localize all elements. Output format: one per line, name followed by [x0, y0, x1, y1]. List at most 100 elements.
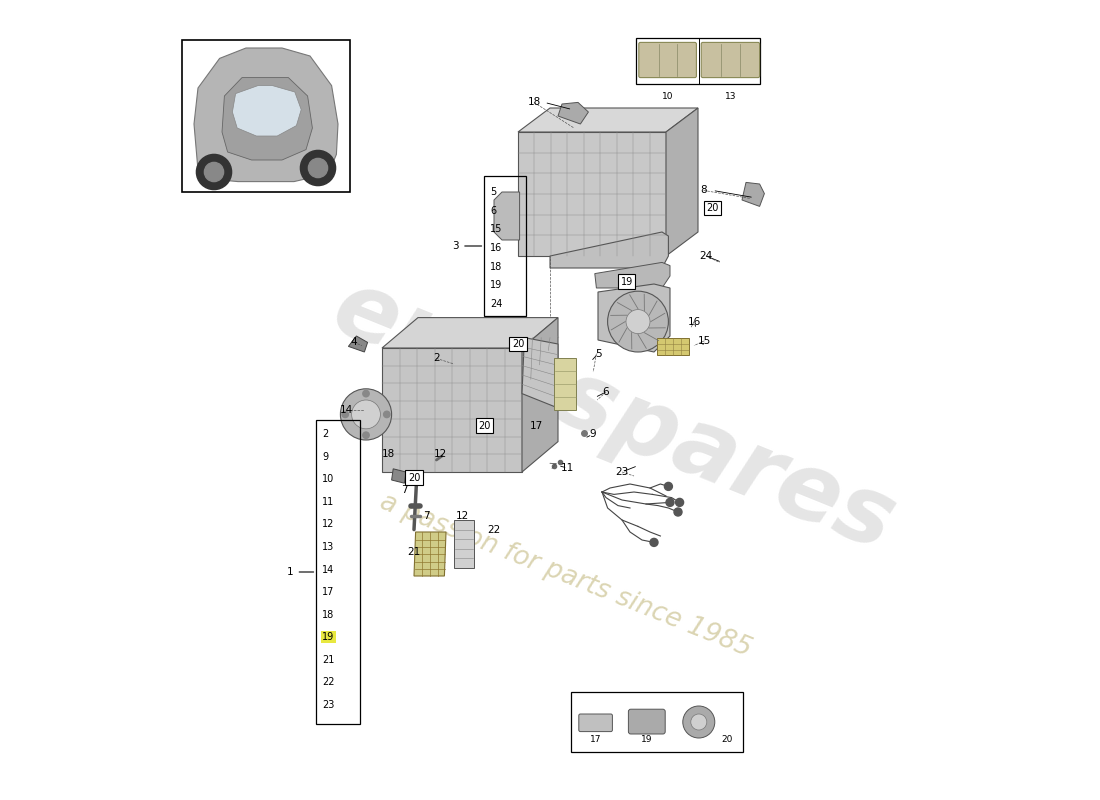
Polygon shape	[494, 192, 519, 240]
Circle shape	[340, 389, 392, 440]
Text: 20: 20	[478, 421, 491, 430]
Text: 7: 7	[422, 511, 429, 521]
Text: 10: 10	[662, 92, 673, 101]
Polygon shape	[558, 102, 589, 124]
Polygon shape	[454, 520, 474, 568]
Polygon shape	[232, 86, 301, 136]
Text: 23: 23	[615, 467, 628, 477]
Circle shape	[300, 150, 336, 186]
Circle shape	[308, 158, 328, 178]
Polygon shape	[742, 182, 764, 206]
FancyBboxPatch shape	[639, 42, 696, 78]
Text: 7: 7	[402, 486, 408, 495]
Circle shape	[675, 498, 683, 506]
Polygon shape	[522, 318, 558, 472]
Text: 10: 10	[322, 474, 334, 485]
Text: 16: 16	[490, 243, 503, 253]
Text: 21: 21	[407, 547, 420, 557]
Text: 21: 21	[322, 654, 334, 665]
Bar	[657, 338, 690, 355]
Text: 9: 9	[590, 430, 596, 439]
Polygon shape	[392, 469, 406, 483]
Circle shape	[607, 291, 669, 352]
Text: 22: 22	[322, 677, 334, 687]
Text: 17: 17	[322, 587, 334, 597]
Text: a passion for parts since 1985: a passion for parts since 1985	[376, 490, 756, 662]
Bar	[571, 692, 742, 752]
Text: 20: 20	[512, 339, 525, 349]
Text: 14: 14	[340, 405, 353, 414]
Circle shape	[205, 162, 223, 182]
Circle shape	[363, 432, 370, 438]
Circle shape	[197, 154, 232, 190]
Polygon shape	[222, 78, 312, 160]
Text: 16: 16	[688, 317, 701, 326]
Circle shape	[674, 508, 682, 516]
Text: 5: 5	[595, 349, 602, 358]
Polygon shape	[194, 48, 338, 182]
Bar	[637, 38, 760, 84]
Polygon shape	[518, 108, 698, 132]
Text: 22: 22	[487, 526, 500, 535]
FancyBboxPatch shape	[579, 714, 613, 731]
Text: 11: 11	[322, 497, 334, 507]
Text: 9: 9	[322, 452, 328, 462]
Text: 24: 24	[700, 251, 713, 261]
Text: 15: 15	[490, 224, 503, 234]
Polygon shape	[414, 532, 446, 576]
Polygon shape	[349, 336, 367, 352]
Text: 15: 15	[697, 336, 711, 346]
Text: 11: 11	[561, 463, 574, 473]
Text: 6: 6	[603, 387, 609, 397]
Circle shape	[626, 310, 650, 334]
Text: 18: 18	[490, 262, 503, 272]
Text: 12: 12	[322, 519, 334, 530]
Text: 6: 6	[490, 206, 496, 216]
Text: 19: 19	[641, 735, 652, 745]
Text: 2: 2	[322, 430, 328, 439]
Text: 18: 18	[322, 610, 334, 619]
Polygon shape	[666, 108, 698, 256]
Text: 13: 13	[322, 542, 334, 552]
Text: 23: 23	[322, 700, 334, 710]
Text: 17: 17	[590, 735, 602, 745]
Text: 13: 13	[725, 92, 736, 101]
Text: 5: 5	[490, 187, 496, 197]
Text: 19: 19	[620, 277, 632, 286]
Circle shape	[352, 400, 381, 429]
Text: 4: 4	[351, 338, 358, 347]
Circle shape	[664, 482, 672, 490]
Circle shape	[650, 538, 658, 546]
Text: 17: 17	[530, 421, 543, 430]
Circle shape	[666, 498, 674, 506]
Bar	[554, 358, 576, 410]
Text: 20: 20	[706, 203, 718, 213]
Text: 20: 20	[722, 735, 733, 745]
Polygon shape	[595, 262, 670, 288]
Polygon shape	[598, 284, 670, 352]
Polygon shape	[382, 318, 558, 348]
Text: 18: 18	[382, 450, 395, 459]
Polygon shape	[382, 348, 522, 472]
Bar	[484, 176, 526, 316]
Text: 12: 12	[433, 450, 447, 459]
Text: 20: 20	[408, 473, 420, 482]
FancyBboxPatch shape	[628, 709, 666, 734]
Text: 3: 3	[452, 241, 459, 251]
Circle shape	[691, 714, 707, 730]
Text: 12: 12	[455, 511, 469, 521]
Text: 1: 1	[287, 567, 294, 577]
Circle shape	[683, 706, 715, 738]
Circle shape	[342, 411, 349, 418]
Polygon shape	[522, 338, 558, 408]
Text: eurospares: eurospares	[320, 262, 909, 570]
Polygon shape	[518, 132, 666, 256]
Bar	[317, 420, 361, 724]
Text: 8: 8	[701, 186, 707, 195]
Bar	[182, 40, 350, 192]
Circle shape	[384, 411, 390, 418]
FancyBboxPatch shape	[701, 42, 760, 78]
Text: 19: 19	[322, 632, 334, 642]
Circle shape	[363, 390, 370, 397]
Polygon shape	[550, 232, 669, 268]
